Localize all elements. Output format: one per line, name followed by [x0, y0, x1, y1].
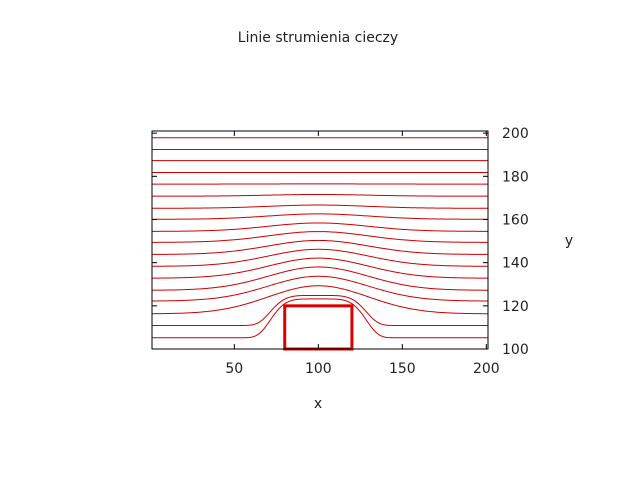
y-tick-label: 200 — [502, 126, 529, 142]
plot-frame — [151, 130, 489, 350]
y-tick-label: 160 — [502, 212, 529, 228]
chart-title: Linie strumienia cieczy — [238, 30, 398, 46]
streamline-7 — [151, 248, 489, 267]
obstacle-rect — [283, 304, 354, 351]
streamline-10 — [152, 222, 488, 232]
y-tick-label: 120 — [502, 299, 529, 315]
streamline-6 — [151, 257, 489, 279]
y-tick-label: 100 — [502, 342, 529, 358]
streamline-4 — [151, 275, 489, 302]
streamline-2 — [152, 294, 488, 326]
y-tick-label: 180 — [502, 169, 529, 185]
streamline-1 — [152, 298, 488, 339]
streamline-12 — [152, 204, 488, 209]
x-tick-label: 200 — [473, 361, 500, 377]
x-tick-label: 150 — [389, 361, 416, 377]
streamlines-group — [151, 137, 489, 339]
y-axis-label: y — [565, 233, 573, 249]
x-axis-label: x — [314, 396, 322, 412]
streamline-8 — [151, 239, 489, 255]
streamline-3 — [151, 285, 489, 315]
x-axis: 50 100 150 200 — [225, 131, 500, 377]
x-tick-label: 50 — [225, 361, 243, 377]
streamline-5 — [151, 266, 489, 291]
y-axis: 100 120 140 160 180 200 — [152, 126, 529, 358]
streamline-11 — [152, 213, 488, 220]
streamline-9 — [152, 231, 488, 243]
x-tick-label: 100 — [305, 361, 332, 377]
y-tick-label: 140 — [502, 256, 529, 272]
streamline-13 — [152, 193, 488, 197]
